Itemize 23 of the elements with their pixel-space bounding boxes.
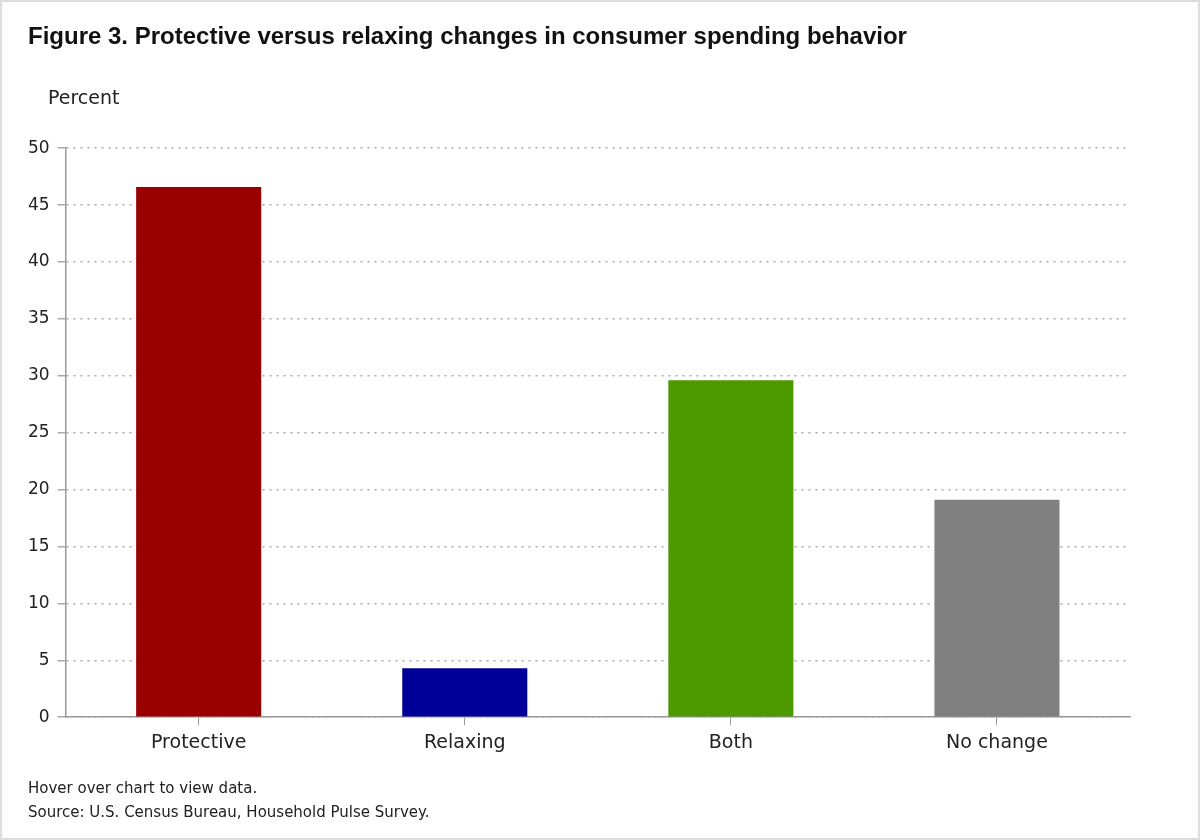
y-tick-label: 0 (38, 705, 50, 726)
bar (668, 380, 794, 717)
x-tick-label: No change (946, 729, 1048, 752)
y-tick-label: 25 (27, 421, 50, 442)
x-tick-label: Protective (150, 729, 247, 752)
y-tick-label: 10 (27, 591, 50, 612)
x-tick-label: Relaxing (423, 729, 506, 752)
y-tick-label: 50 (27, 136, 50, 157)
x-tick-label: Both (708, 729, 753, 752)
bar (934, 499, 1060, 717)
source-note: Source: U.S. Census Bureau, Household Pulse Survey. (28, 802, 430, 823)
y-tick-label: 35 (27, 307, 50, 328)
y-tick-label: 30 (27, 364, 50, 385)
text: Hover over chart to view data. (28, 778, 259, 799)
y-axis-title: Percent (48, 86, 120, 108)
chart-title: Figure 3. Protective versus relaxing changes in consumer spending behavior (28, 22, 907, 50)
bar (136, 186, 262, 717)
y-tick-label: 45 (27, 193, 50, 214)
y-tick-label: 40 (27, 250, 50, 271)
y-tick-label: 5 (38, 648, 50, 669)
bar (402, 668, 528, 717)
y-tick-label: 20 (27, 478, 50, 499)
y-tick-label: 15 (27, 534, 50, 555)
